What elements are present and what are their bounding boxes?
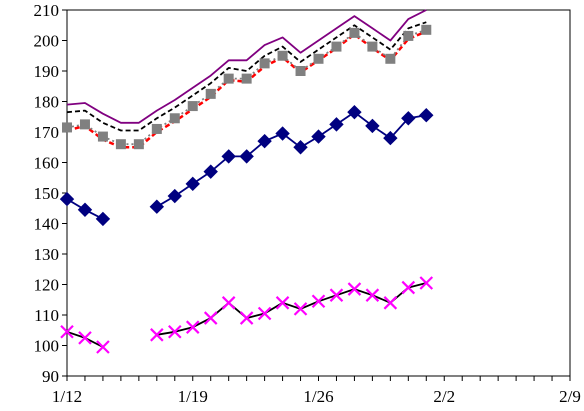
diamond-marker bbox=[239, 149, 254, 164]
x-marker bbox=[329, 288, 344, 302]
plot-area bbox=[66, 9, 571, 377]
series-1 bbox=[66, 21, 427, 132]
x-marker bbox=[96, 340, 110, 354]
diamond-marker bbox=[77, 202, 93, 217]
square-marker bbox=[295, 66, 306, 76]
y-axis: 90 100 110 120 130 140 150 160 170 180 190 200 210 bbox=[34, 1, 67, 386]
square-marker bbox=[133, 139, 144, 150]
x-marker bbox=[293, 302, 308, 316]
x-tick-label: 1/19 bbox=[178, 387, 208, 406]
x-marker bbox=[257, 306, 272, 321]
diamond-marker bbox=[257, 133, 272, 149]
diamond-marker bbox=[275, 126, 290, 141]
diamond-marker bbox=[311, 129, 326, 144]
diamond-marker bbox=[329, 117, 344, 132]
x-marker bbox=[203, 311, 218, 325]
y-tick-label: 200 bbox=[34, 32, 60, 51]
diamond-marker bbox=[203, 164, 218, 179]
square-marker bbox=[169, 113, 180, 124]
x-marker bbox=[401, 280, 416, 295]
square-marker bbox=[241, 73, 252, 84]
square-marker bbox=[223, 73, 234, 84]
square-marker bbox=[349, 27, 360, 38]
x-tick-label: 2/9 bbox=[559, 387, 581, 406]
y-tick-label: 210 bbox=[34, 1, 60, 20]
x-marker bbox=[168, 324, 182, 339]
x-marker bbox=[185, 320, 200, 334]
square-marker bbox=[403, 30, 414, 41]
diamond-marker bbox=[419, 108, 434, 123]
series-line bbox=[156, 111, 427, 208]
x-tick-label: 1/12 bbox=[52, 387, 82, 406]
diamond-marker bbox=[149, 199, 165, 214]
x-marker bbox=[150, 328, 164, 342]
x-marker bbox=[239, 311, 254, 325]
square-marker bbox=[367, 41, 378, 52]
square-marker bbox=[259, 58, 270, 69]
diamond-marker bbox=[167, 188, 182, 204]
x-marker bbox=[221, 296, 236, 310]
x-marker bbox=[419, 276, 434, 290]
series-4 bbox=[59, 104, 434, 227]
square-marker bbox=[385, 53, 396, 64]
square-marker bbox=[151, 123, 162, 134]
x-marker bbox=[365, 288, 380, 302]
y-tick-label: 180 bbox=[34, 93, 60, 112]
y-tick-label: 170 bbox=[34, 123, 60, 142]
y-tick-label: 120 bbox=[34, 276, 60, 295]
square-marker bbox=[187, 101, 198, 112]
x-marker bbox=[275, 296, 290, 310]
y-tick-label: 90 bbox=[42, 367, 59, 386]
y-tick-label: 130 bbox=[34, 245, 60, 264]
x-marker bbox=[60, 324, 74, 339]
x-tick-label: 1/26 bbox=[303, 387, 333, 406]
series-5 bbox=[60, 276, 434, 354]
x-tick-label: 2/2 bbox=[433, 387, 455, 406]
y-tick-label: 160 bbox=[34, 154, 60, 173]
series-layer bbox=[59, 9, 434, 354]
y-tick-label: 150 bbox=[34, 184, 60, 203]
square-marker bbox=[115, 139, 126, 150]
series-line bbox=[156, 282, 427, 336]
series-line bbox=[66, 21, 427, 132]
x-marker bbox=[311, 294, 326, 309]
series-3 bbox=[62, 24, 432, 150]
square-marker bbox=[313, 53, 324, 64]
square-marker bbox=[331, 41, 342, 52]
diamond-marker bbox=[293, 140, 308, 155]
diamond-marker bbox=[59, 191, 75, 207]
square-marker bbox=[79, 119, 90, 130]
x-marker bbox=[383, 296, 398, 310]
diamond-marker bbox=[401, 111, 416, 126]
series-line bbox=[66, 9, 427, 124]
square-marker bbox=[97, 131, 108, 142]
square-marker bbox=[277, 50, 288, 61]
plot-frame bbox=[66, 9, 571, 377]
x-marker bbox=[78, 331, 92, 345]
x-marker bbox=[347, 282, 362, 296]
diamond-marker bbox=[383, 130, 398, 146]
square-marker bbox=[421, 24, 432, 35]
x-axis: 1/12 1/19 1/26 2/2 2/9 bbox=[52, 376, 581, 406]
diamond-marker bbox=[221, 149, 236, 164]
y-tick-label: 110 bbox=[34, 306, 59, 325]
square-marker bbox=[62, 122, 72, 133]
diamond-marker bbox=[95, 211, 111, 227]
series-0 bbox=[66, 9, 427, 124]
diamond-marker bbox=[365, 118, 380, 134]
square-marker bbox=[205, 88, 216, 99]
y-tick-label: 140 bbox=[34, 215, 60, 234]
y-tick-label: 190 bbox=[34, 62, 60, 81]
diamond-marker bbox=[347, 104, 362, 120]
y-tick-label: 100 bbox=[34, 337, 60, 356]
diamond-marker bbox=[185, 176, 200, 192]
